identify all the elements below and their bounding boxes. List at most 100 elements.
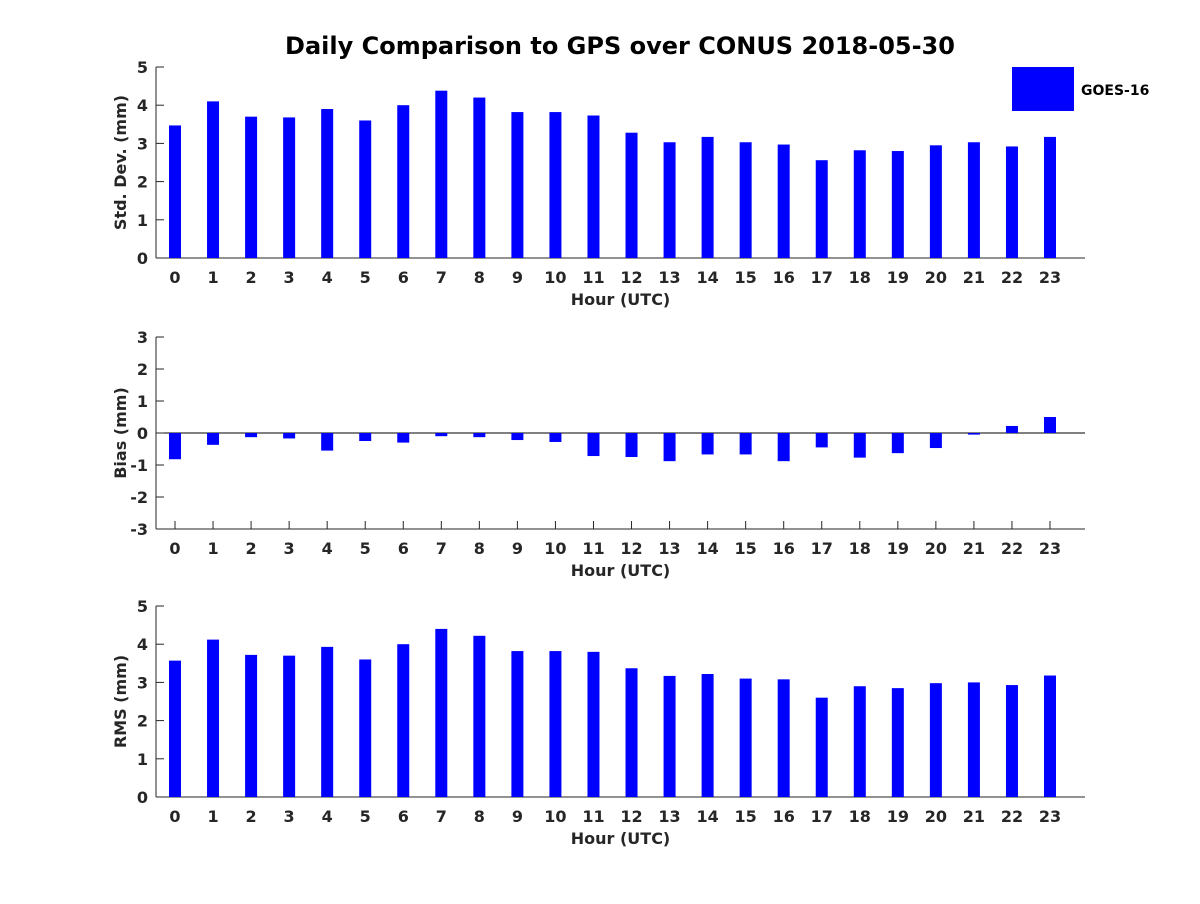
- rms-y-axis-label: RMS (mm): [111, 655, 130, 748]
- rms-y-tick-label: 4: [137, 635, 148, 654]
- std-dev-x-tick-label: 1: [207, 268, 218, 287]
- std-dev-y-tick-label: 2: [137, 173, 148, 192]
- bias-x-tick-label: 7: [436, 539, 447, 558]
- std-dev-x-tick-label: 6: [398, 268, 409, 287]
- bias-x-tick-label: 16: [773, 539, 795, 558]
- std-dev-bar-hour-18: [853, 150, 866, 258]
- rms-x-tick-label: 8: [474, 807, 485, 826]
- std-dev-x-tick-label: 9: [512, 268, 523, 287]
- bias-bar-hour-16: [777, 433, 790, 462]
- rms-x-tick-label: 10: [544, 807, 566, 826]
- bias-x-tick-label: 4: [322, 539, 333, 558]
- rms-x-tick-label: 9: [512, 807, 523, 826]
- std-dev-bar-hour-1: [207, 101, 220, 258]
- bias-bar-hour-17: [815, 433, 828, 448]
- std-dev-bar-hour-23: [1044, 136, 1056, 258]
- bias-x-tick-label: 5: [360, 539, 371, 558]
- std-dev-bar-hour-13: [663, 142, 676, 258]
- std-dev-x-tick-label: 12: [620, 268, 642, 287]
- std-dev-x-axis-label: Hour (UTC): [571, 290, 671, 309]
- bias-x-axis-label: Hour (UTC): [571, 561, 671, 580]
- std-dev-x-tick-label: 11: [582, 268, 604, 287]
- rms-bar-hour-23: [1044, 675, 1056, 797]
- bias-bar-hour-3: [283, 433, 296, 439]
- bias-bar-hour-11: [587, 433, 600, 457]
- bias-x-tick-label: 10: [544, 539, 566, 558]
- rms-x-tick-label: 6: [398, 807, 409, 826]
- rms-bar-hour-15: [739, 678, 752, 797]
- std-dev-bar-hour-12: [625, 132, 638, 258]
- bias-x-tick-label: 14: [696, 539, 718, 558]
- std-dev-x-tick-label: 13: [658, 268, 680, 287]
- legend: GOES-16: [1012, 67, 1149, 111]
- rms-bar-hour-14: [701, 673, 714, 797]
- rms-bar-hour-21: [967, 682, 980, 797]
- rms-x-tick-label: 1: [207, 807, 218, 826]
- std-dev-x-tick-label: 16: [773, 268, 795, 287]
- bias-x-tick-label: 22: [1001, 539, 1023, 558]
- rms-bar-hour-13: [663, 675, 676, 797]
- rms-bar-hour-7: [435, 628, 448, 797]
- bias-y-axis-label: Bias (mm): [111, 387, 130, 479]
- rms-x-tick-label: 16: [773, 807, 795, 826]
- std-dev-bar-hour-2: [245, 116, 258, 258]
- std-dev-x-tick-label: 22: [1001, 268, 1023, 287]
- bias-bar-hour-19: [891, 433, 904, 454]
- rms-x-tick-label: 20: [925, 807, 947, 826]
- std-dev-bar-hour-22: [1005, 146, 1018, 258]
- std-dev-bar-hour-15: [739, 142, 752, 258]
- rms-x-tick-label: 4: [322, 807, 333, 826]
- bias-x-tick-label: 12: [620, 539, 642, 558]
- bias-bar-hour-15: [739, 433, 752, 455]
- rms-y-tick-label: 5: [137, 597, 148, 616]
- bias-bar-hour-8: [473, 433, 486, 438]
- rms-x-tick-label: 22: [1001, 807, 1023, 826]
- std-dev-x-tick-label: 10: [544, 268, 566, 287]
- bias-bar-hour-10: [549, 433, 562, 442]
- rms-bar-hour-10: [549, 651, 562, 797]
- std-dev-bar-hour-7: [435, 90, 448, 259]
- std-dev-x-tick-label: 0: [169, 268, 180, 287]
- std-dev-bar-hour-17: [815, 160, 828, 258]
- rms-bar-hour-20: [929, 683, 942, 797]
- bias-bar-hour-13: [663, 433, 676, 462]
- std-dev-x-tick-label: 14: [696, 268, 718, 287]
- bias-bar-hour-23: [1044, 417, 1056, 433]
- bias-x-tick-label: 20: [925, 539, 947, 558]
- std-dev-x-tick-label: 8: [474, 268, 485, 287]
- rms-bar-hour-22: [1005, 685, 1018, 797]
- std-dev-x-tick-label: 18: [849, 268, 871, 287]
- std-dev-y-tick-label: 1: [137, 211, 148, 230]
- rms-x-tick-label: 2: [246, 807, 257, 826]
- rms-bar-hour-16: [777, 679, 790, 797]
- rms-x-tick-label: 0: [169, 807, 180, 826]
- std-dev-bar-hour-9: [511, 112, 524, 259]
- rms-bar-hour-12: [625, 668, 638, 797]
- rms-x-tick-label: 12: [620, 807, 642, 826]
- bias-x-tick-label: 17: [811, 539, 833, 558]
- rms-x-tick-label: 19: [887, 807, 909, 826]
- bias-bar-hour-14: [701, 433, 714, 455]
- std-dev-x-tick-label: 21: [963, 268, 985, 287]
- bias-bar-hour-22: [1005, 425, 1018, 433]
- rms-x-tick-label: 15: [735, 807, 757, 826]
- std-dev-y-tick-label: 5: [137, 58, 148, 77]
- std-dev-bar-hour-3: [283, 117, 296, 258]
- rms-x-axis-label: Hour (UTC): [571, 829, 671, 848]
- std-dev-x-tick-label: 2: [246, 268, 257, 287]
- bias-bar-hour-18: [853, 433, 866, 458]
- figure-title: Daily Comparison to GPS over CONUS 2018-…: [285, 32, 955, 60]
- std-dev-bar-hour-14: [701, 136, 714, 258]
- rms-bar-hour-9: [511, 651, 524, 797]
- std-dev-bar-hour-19: [891, 151, 904, 258]
- bias-x-tick-label: 1: [207, 539, 218, 558]
- std-dev-x-tick-label: 5: [360, 268, 371, 287]
- bias-bar-hour-0: [169, 433, 181, 460]
- std-dev-y-tick-label: 4: [137, 96, 148, 115]
- bias-bar-hour-12: [625, 433, 638, 457]
- rms-x-tick-label: 13: [658, 807, 680, 826]
- std-dev-x-tick-label: 20: [925, 268, 947, 287]
